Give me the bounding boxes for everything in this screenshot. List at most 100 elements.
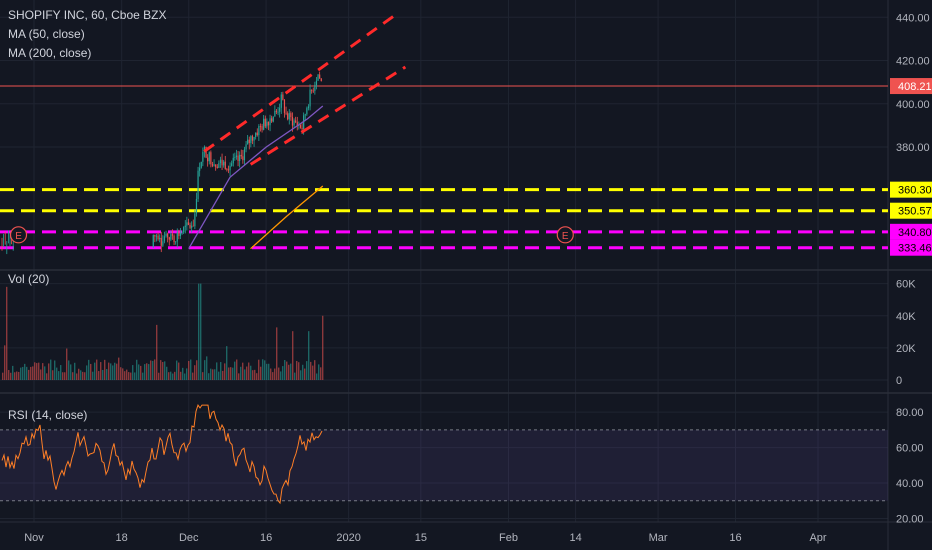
- price-axis[interactable]: 380.00 400.00 420.00 440.00 408.21 360.30 350.…: [890, 12, 932, 525]
- volume-bar: [282, 366, 284, 380]
- volume-bar: [316, 373, 318, 380]
- volume-bar: [104, 359, 106, 380]
- volume-bar: [224, 363, 226, 380]
- candle-body: [191, 225, 193, 228]
- candle-body: [277, 111, 279, 113]
- volume-bar: [252, 370, 254, 380]
- volume-legend[interactable]: Vol (20): [8, 272, 50, 286]
- volume-bar: [92, 371, 94, 380]
- rsi-line-path: [1, 404, 323, 505]
- candle-body: [162, 241, 164, 246]
- rsi-band-fill: [0, 429, 888, 501]
- candle-body: [232, 157, 234, 164]
- candle-body: [306, 108, 308, 115]
- candle-body: [208, 152, 210, 162]
- volume-bar: [306, 361, 308, 380]
- candle-body: [243, 149, 246, 161]
- volume-bar: [74, 362, 76, 380]
- volume-tick-label: 40K: [896, 311, 916, 323]
- volume-bar: [302, 364, 304, 380]
- candle-body: [296, 122, 298, 126]
- earnings-marker-icon: [556, 226, 574, 244]
- candle-body: [247, 139, 249, 145]
- candle-body: [231, 163, 233, 166]
- volume-tick-label: 0: [896, 375, 902, 387]
- volume-bar: [88, 359, 90, 380]
- volume-bar: [128, 372, 130, 380]
- volume-bar: [294, 372, 296, 380]
- volume-bar: [20, 367, 22, 380]
- volume-bar: [168, 372, 170, 380]
- volume-bar: [72, 372, 74, 380]
- volume-bar: [10, 372, 12, 380]
- channel-lines[interactable]: [203, 13, 407, 166]
- candle-body: [187, 222, 190, 225]
- candle-body: [183, 227, 185, 233]
- candle-body: [312, 90, 314, 92]
- volume-bar: [70, 364, 72, 380]
- volume-bar: [112, 365, 114, 380]
- volume-bar: [256, 373, 258, 380]
- candle-body: [181, 232, 183, 234]
- volume-bar: [46, 373, 48, 380]
- volume-bar: [82, 371, 84, 380]
- candle-body: [173, 235, 175, 243]
- candle-body: [319, 74, 321, 79]
- volume-bar: [36, 363, 38, 380]
- volume-bar: [286, 361, 288, 380]
- candle-body: [170, 234, 172, 240]
- volume-bar: [78, 368, 80, 380]
- volume-bar: [304, 368, 306, 380]
- candle-body: [235, 155, 238, 158]
- volume-bar: [2, 372, 4, 380]
- volume-bar: [320, 367, 322, 380]
- volume-bar: [240, 366, 242, 380]
- candle-body: [210, 152, 212, 165]
- volume-bar: [248, 362, 250, 380]
- volume-bar: [174, 371, 176, 380]
- ma50-line: [188, 105, 324, 250]
- candle-body: [237, 155, 239, 162]
- volume-bar: [290, 363, 292, 380]
- earnings-marker-icon: [9, 226, 28, 244]
- candle-body: [195, 198, 198, 214]
- symbol-title[interactable]: SHOPIFY INC, 60, Cboe BZX: [8, 8, 167, 22]
- volume-bar: [190, 359, 192, 380]
- volume-bar: [24, 363, 26, 380]
- candle-body: [152, 235, 154, 247]
- ma50-legend[interactable]: MA (50, close): [8, 27, 85, 41]
- volume-bar: [236, 359, 238, 380]
- volume-bar: [298, 362, 300, 380]
- volume-bar: [280, 371, 282, 380]
- volume-bar: [258, 359, 260, 380]
- volume-bar: [200, 283, 202, 380]
- candle-body: [315, 80, 318, 86]
- time-tick-label: 18: [116, 532, 128, 544]
- volume-bar: [12, 365, 14, 380]
- volume-bar: [310, 361, 312, 380]
- time-axis[interactable]: Nov 18 Dec 16 2020 15 Feb 14 Mar 16 Apr: [24, 532, 827, 544]
- rsi-tick-label: 60.00: [896, 443, 924, 455]
- horizontal-levels[interactable]: [0, 85, 888, 250]
- rsi-legend[interactable]: RSI (14, close): [8, 408, 88, 422]
- candle-body: [159, 237, 161, 240]
- candle-body: [240, 154, 242, 157]
- candle-body: [267, 121, 270, 126]
- candle-body: [213, 164, 215, 166]
- candle-body: [197, 170, 199, 199]
- volume-bar: [32, 366, 34, 380]
- candle-body: [256, 132, 258, 136]
- candle-body: [275, 110, 278, 112]
- volume-bar: [58, 371, 60, 380]
- volume-bar: [196, 360, 198, 380]
- candle-body: [317, 74, 319, 81]
- candle-body: [221, 159, 223, 166]
- volume-bar: [198, 283, 200, 380]
- volume-bar: [48, 363, 50, 380]
- price-label-box: [890, 181, 932, 198]
- ma200-legend[interactable]: MA (200, close): [8, 46, 92, 60]
- volume-bar: [136, 359, 138, 380]
- candle-body: [189, 224, 191, 228]
